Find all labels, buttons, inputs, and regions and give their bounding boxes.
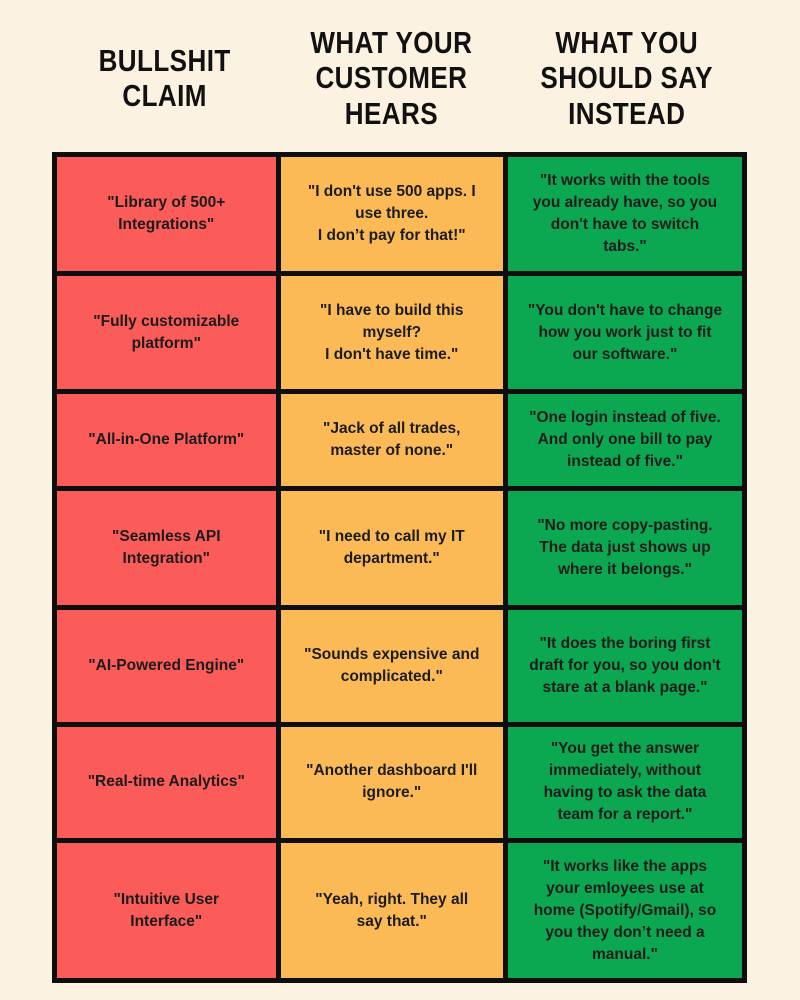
hears-cell: "Yeah, right. They all say that." <box>280 843 503 978</box>
hears-cell: "Sounds expensive and complicated." <box>280 609 503 722</box>
comparison-table: "Library of 500+ Integrations" "I don't … <box>52 152 747 983</box>
claim-cell: "All-in-One Platform" <box>57 394 276 487</box>
hears-cell: "Another dashboard I'll ignore." <box>280 726 503 839</box>
claim-cell: "Seamless API Integration" <box>57 491 276 605</box>
header-cell-instead: WHAT YOU SHOULD SAY INSTEAD <box>506 14 747 142</box>
hears-cell: "I don't use 500 apps. I use three. I do… <box>280 157 503 271</box>
instead-cell: "No more copy-pasting. The data just sho… <box>507 491 742 605</box>
header-cell-claim: BULLSHIT CLAIM <box>52 14 277 142</box>
header-cell-hears: WHAT YOUR CUSTOMER HEARS <box>277 14 506 142</box>
instead-cell: "It does the boring first draft for you,… <box>507 609 742 722</box>
instead-cell: "You don't have to change how you work j… <box>507 275 742 390</box>
column-header-say-instead: WHAT YOU SHOULD SAY INSTEAD <box>540 25 713 131</box>
claim-cell: "Intuitive User Interface" <box>57 843 276 978</box>
table-header-row: BULLSHIT CLAIM WHAT YOUR CUSTOMER HEARS … <box>52 14 747 142</box>
instead-cell: "It works with the tools you already hav… <box>507 157 742 271</box>
claim-cell: "Real-time Analytics" <box>57 726 276 839</box>
instead-cell: "It works like the apps your emloyees us… <box>507 843 742 978</box>
claim-cell: "Fully customizable platform" <box>57 275 276 390</box>
hears-cell: "I have to build this myself? I don't ha… <box>280 275 503 390</box>
column-header-customer-hears: WHAT YOUR CUSTOMER HEARS <box>310 25 473 131</box>
hears-cell: "Jack of all trades, master of none." <box>280 394 503 487</box>
hears-cell: "I need to call my IT department." <box>280 491 503 605</box>
claim-cell: "AI-Powered Engine" <box>57 609 276 722</box>
instead-cell: "One login instead of five. And only one… <box>507 394 742 487</box>
claim-cell: "Library of 500+ Integrations" <box>57 157 276 271</box>
instead-cell: "You get the answer immediately, without… <box>507 726 742 839</box>
column-header-bullshit-claim: BULLSHIT CLAIM <box>98 42 231 113</box>
